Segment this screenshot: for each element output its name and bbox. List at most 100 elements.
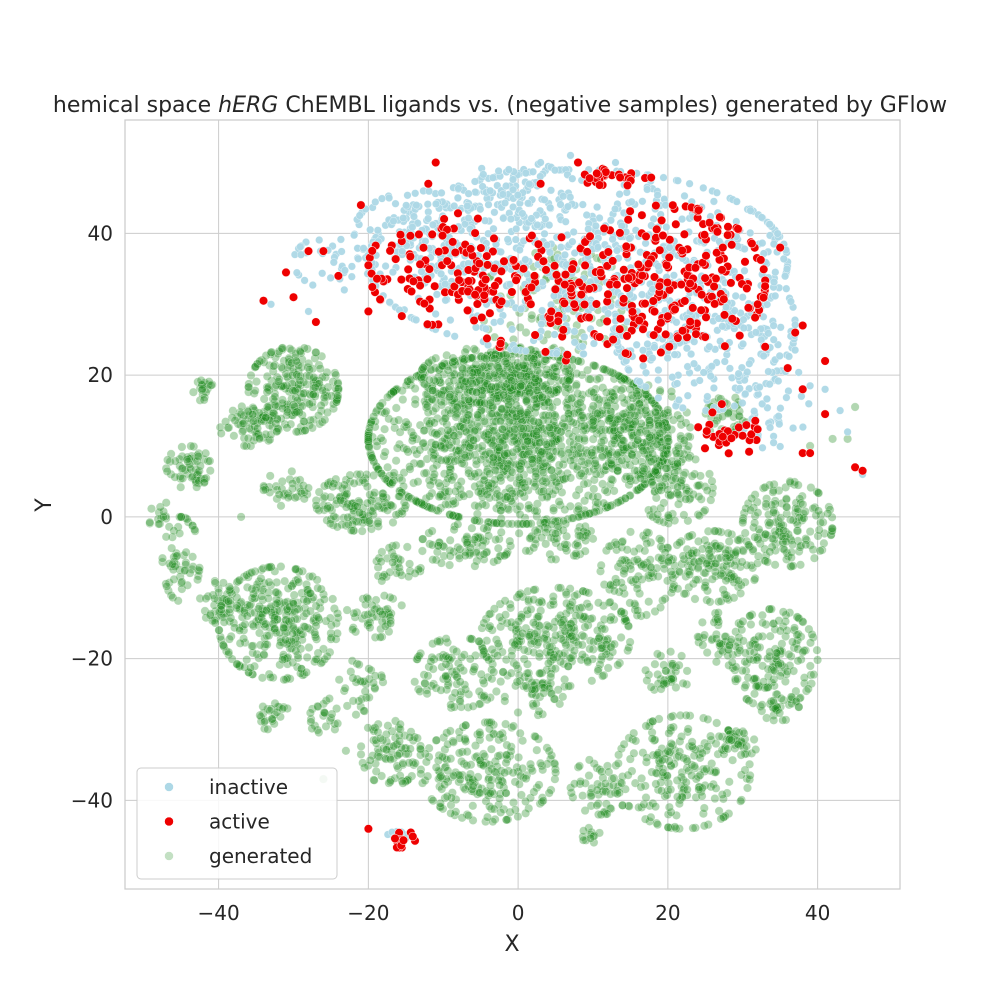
generated-point — [476, 669, 486, 679]
generated-point — [703, 715, 713, 724]
generated-point — [531, 732, 540, 742]
generated-point — [459, 423, 469, 433]
generated-point — [512, 660, 521, 670]
generated-point — [376, 433, 386, 443]
generated-point — [270, 400, 280, 410]
generated-point — [625, 598, 635, 608]
generated-point — [541, 539, 551, 549]
generated-point — [440, 780, 449, 790]
generated-point — [299, 494, 309, 504]
generated-point — [625, 474, 635, 483]
generated-point — [675, 567, 684, 577]
generated-point — [216, 429, 226, 438]
generated-point — [690, 761, 699, 771]
generated-point — [247, 568, 257, 577]
generated-point — [535, 438, 544, 448]
generated-point — [405, 732, 415, 742]
generated-point — [463, 410, 473, 420]
generated-point — [322, 651, 332, 661]
generated-point — [420, 679, 430, 688]
generated-point — [385, 777, 395, 787]
generated-point — [575, 531, 585, 541]
generated-point — [319, 594, 329, 604]
generated-point — [652, 439, 662, 449]
generated-point — [746, 620, 756, 629]
generated-point — [564, 448, 573, 458]
generated-point — [501, 719, 510, 729]
generated-point — [255, 434, 264, 444]
generated-point — [510, 640, 520, 650]
generated-point — [278, 704, 287, 714]
generated-point — [226, 613, 236, 623]
generated-point — [641, 793, 651, 802]
generated-point — [274, 606, 284, 616]
generated-point — [534, 612, 544, 621]
generated-point — [229, 431, 239, 441]
generated-point — [302, 668, 311, 677]
generated-point — [451, 486, 460, 496]
generated-point — [571, 490, 581, 500]
generated-point — [474, 487, 483, 497]
generated-point — [216, 605, 226, 615]
generated-point — [523, 659, 532, 669]
generated-point — [309, 373, 319, 382]
generated-point — [612, 578, 622, 587]
generated-point — [410, 384, 420, 393]
generated-point — [695, 770, 705, 780]
generated-point — [443, 766, 453, 776]
generated-point — [622, 545, 632, 555]
generated-point — [314, 487, 324, 497]
generated-point — [501, 758, 511, 768]
generated-point — [178, 463, 187, 473]
generated-point — [437, 400, 446, 410]
generated-point — [265, 562, 274, 572]
generated-point — [260, 717, 269, 727]
generated-point — [655, 428, 665, 438]
generated-point — [428, 540, 437, 550]
generated-point — [402, 542, 412, 552]
generated-point — [300, 622, 310, 632]
generated-point — [682, 666, 692, 676]
generated-point — [473, 410, 482, 420]
generated-point — [356, 750, 366, 759]
generated-point — [776, 694, 786, 703]
generated-point — [544, 788, 554, 798]
generated-point — [395, 736, 404, 746]
generated-point — [633, 435, 643, 445]
generated-point — [560, 540, 570, 549]
generated-point — [476, 455, 486, 464]
generated-point — [729, 593, 739, 603]
generated-point — [311, 501, 321, 510]
generated-point — [616, 425, 626, 435]
generated-point — [272, 598, 282, 608]
generated-point — [410, 677, 420, 687]
generated-point — [712, 657, 721, 667]
generated-point — [452, 398, 462, 407]
generated-point — [564, 376, 573, 386]
generated-point — [485, 733, 495, 742]
generated-point — [638, 446, 648, 456]
generated-point — [698, 618, 707, 627]
generated-point — [571, 549, 581, 558]
generated-point — [520, 482, 530, 492]
generated-point — [550, 694, 560, 704]
generated-point — [675, 414, 685, 424]
generated-point — [468, 801, 478, 811]
generated-point — [532, 745, 542, 755]
generated-point — [666, 785, 676, 794]
generated-point — [487, 382, 496, 392]
generated-point — [410, 568, 420, 578]
generated-point — [484, 481, 493, 490]
generated-point — [479, 646, 489, 656]
generated-point — [476, 483, 486, 493]
generated-point — [720, 589, 730, 599]
generated-point — [168, 559, 177, 569]
generated-point — [398, 395, 408, 404]
generated-point — [422, 757, 431, 767]
generated-point — [711, 558, 721, 568]
generated-point — [429, 472, 438, 482]
generated-point — [556, 441, 566, 451]
generated-point — [672, 776, 682, 785]
generated-point — [224, 597, 233, 606]
generated-point — [380, 474, 390, 484]
